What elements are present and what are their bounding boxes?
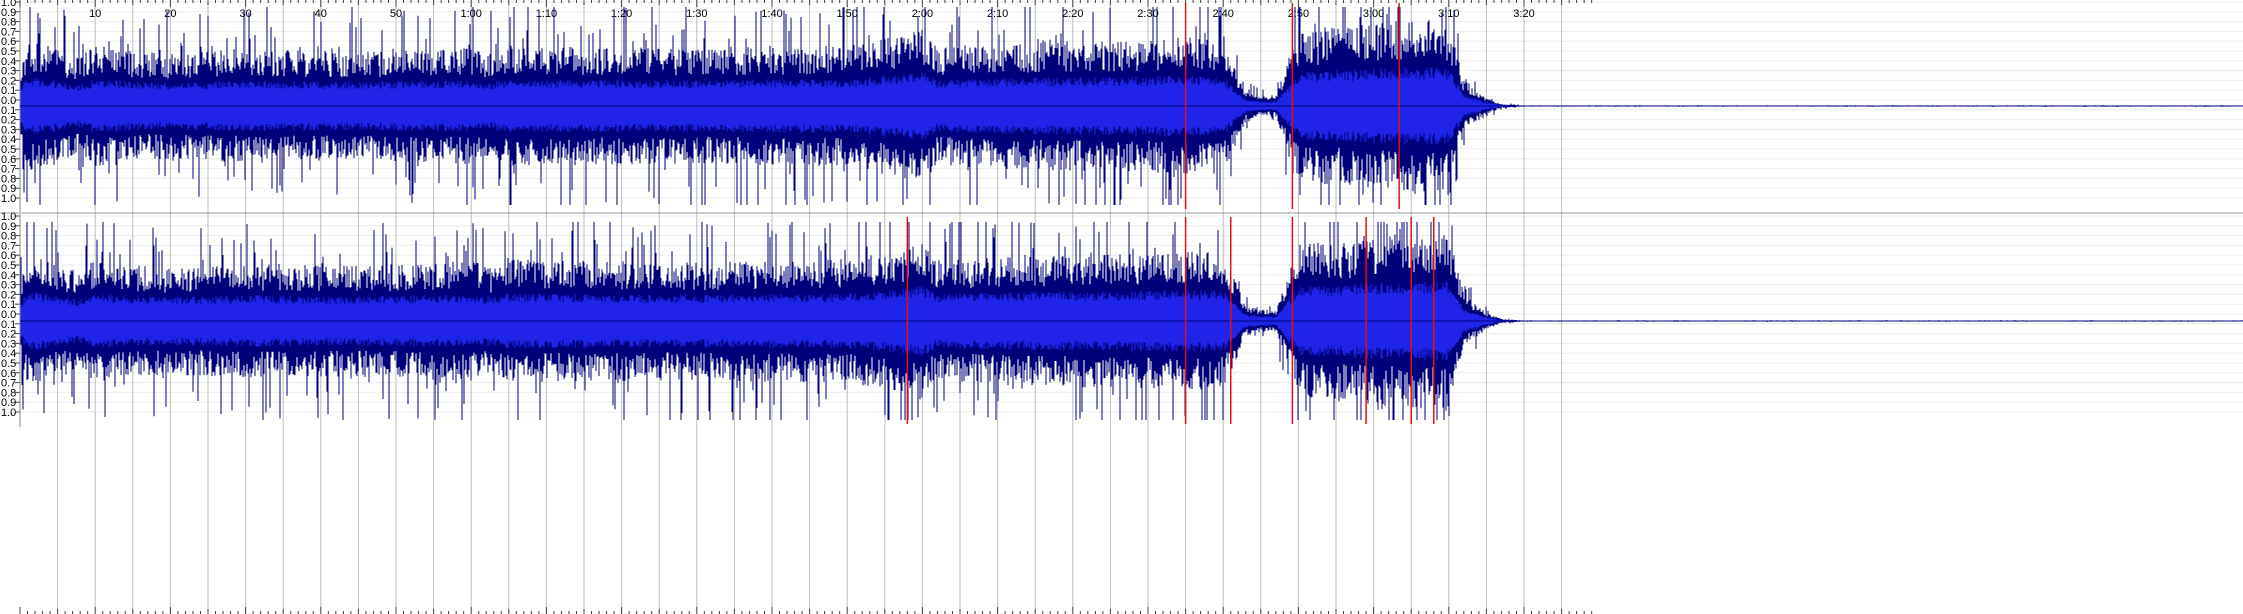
amplitude-label: 0.9 (1, 221, 16, 233)
amplitude-label: 0.8 (1, 387, 16, 399)
amplitude-label: 0.8 (1, 17, 16, 29)
time-label: 3:00 (1363, 8, 1384, 20)
amplitude-label: 0.5 (1, 260, 16, 272)
amplitude-label: 0.0 (1, 309, 16, 321)
channel-left-waveform[interactable] (20, 7, 2243, 205)
time-label: 3:20 (1513, 8, 1534, 20)
time-label: 50 (390, 8, 402, 20)
time-label: 2:20 (1062, 8, 1083, 20)
amplitude-label: 1.0 (1, 193, 16, 205)
time-label: 2:00 (912, 8, 933, 20)
amplitude-label: 1.0 (1, 407, 16, 419)
time-label: 2:10 (987, 8, 1008, 20)
time-label: 40 (315, 8, 327, 20)
amplitude-label: 0.5 (1, 144, 16, 156)
amplitude-label: 0.8 (1, 231, 16, 243)
amplitude-label: 0.1 (1, 105, 16, 117)
amplitude-label: 0.2 (1, 289, 16, 301)
amplitude-label: 0.3 (1, 66, 16, 78)
amplitude-label: 0.6 (1, 368, 16, 380)
amplitude-label: 0.4 (1, 348, 16, 360)
amplitude-label: 0.1 (1, 299, 16, 311)
amplitude-label: 0.7 (1, 240, 16, 252)
amplitude-label: 0.9 (1, 183, 16, 195)
amplitude-label: 0.8 (1, 173, 16, 185)
amplitude-label: 0.6 (1, 154, 16, 166)
time-label: 20 (164, 8, 176, 20)
time-label: 2:30 (1137, 8, 1158, 20)
amplitude-label: 1.0 (1, 211, 16, 223)
amplitude-label: 1.0 (1, 0, 16, 9)
amplitude-label: 0.3 (1, 280, 16, 292)
amplitude-label: 0.6 (1, 36, 16, 48)
amplitude-label: 0.9 (1, 397, 16, 409)
amplitude-label: 0.2 (1, 115, 16, 127)
amplitude-label: 0.4 (1, 134, 16, 146)
amplitude-label: 0.2 (1, 329, 16, 341)
time-label: 1:50 (836, 8, 857, 20)
amplitude-label: 0.4 (1, 270, 16, 282)
amplitude-label: 0.2 (1, 75, 16, 87)
amplitude-label: 0.7 (1, 378, 16, 390)
amplitude-label: 0.1 (1, 319, 16, 331)
amplitude-label: 0.7 (1, 164, 16, 176)
time-label: 2:40 (1212, 8, 1233, 20)
clip-markers (906, 3, 1435, 424)
time-label: 2:50 (1288, 8, 1309, 20)
time-label: 3:10 (1438, 8, 1459, 20)
amplitude-label: 0.9 (1, 7, 16, 19)
amplitude-label: 0.6 (1, 250, 16, 262)
time-label: 1:40 (761, 8, 782, 20)
channel-right-waveform[interactable] (20, 222, 2243, 420)
time-label: 1:10 (536, 8, 557, 20)
time-label: 1:30 (686, 8, 707, 20)
amplitude-label: 0.5 (1, 46, 16, 58)
amplitude-label: 0.5 (1, 358, 16, 370)
amplitude-label: 0.0 (1, 95, 16, 107)
time-label: 30 (239, 8, 251, 20)
time-label: 1:20 (611, 8, 632, 20)
amplitude-label: 0.4 (1, 56, 16, 68)
time-label: 1:00 (460, 8, 481, 20)
amplitude-label: 0.7 (1, 26, 16, 38)
amplitude-label: 0.3 (1, 338, 16, 350)
time-label: 10 (89, 8, 101, 20)
amplitude-label: 0.3 (1, 124, 16, 136)
amplitude-label: 0.1 (1, 85, 16, 97)
time-ruler[interactable]: 10 20 30 40 50 1:00 1:10 1:20 1:30 1:40 1:50 2:00 2:… (19, 0, 1593, 614)
